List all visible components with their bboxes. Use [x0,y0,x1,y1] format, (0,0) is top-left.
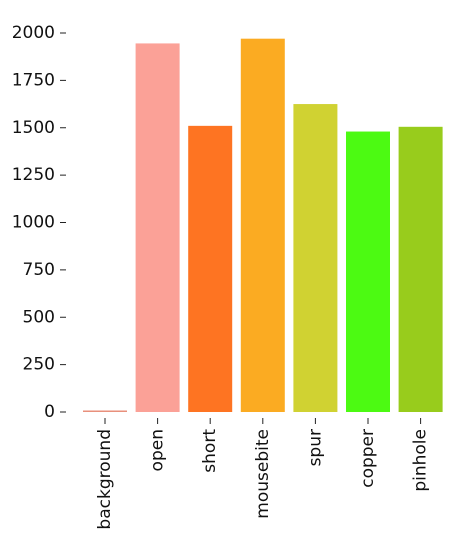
x-tick-label-background: background [95,429,115,530]
x-tick-label-pinhole: pinhole [411,429,431,492]
x-tick-label-short: short [200,429,220,473]
y-tick-label: 1250 [12,165,55,185]
y-tick-label: 500 [23,307,55,327]
y-axis: 0 250 500 750 1000 1250 1500 1750 2000 [12,23,66,422]
bar-short [188,125,233,412]
y-tick-label: 0 [44,402,55,422]
bar-spur [293,104,338,412]
y-tick-label: 2000 [12,23,55,43]
x-tick-label-open: open [148,429,168,471]
bar-mousebite [240,38,285,413]
y-tick-label: 1000 [12,213,55,233]
y-tick-label: 750 [23,260,55,280]
bar-open [135,43,180,413]
x-tick-label-mousebite: mousebite [253,429,273,519]
bars-group [83,38,443,413]
x-tick-label-copper: copper [358,429,378,488]
x-axis: background open short mousebite spur copper pi… [95,418,431,530]
bar-background [83,410,127,412]
bar-pinhole [398,126,443,413]
x-tick-label-spur: spur [305,429,325,466]
y-tick-label: 250 [23,355,55,375]
y-tick-label: 1750 [12,70,55,90]
bar-copper [346,131,390,413]
y-tick-label: 1500 [12,118,55,138]
